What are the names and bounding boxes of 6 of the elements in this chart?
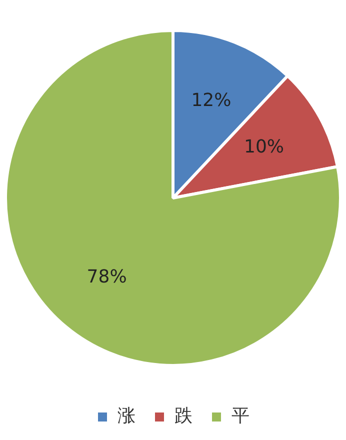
data-label: 78% [86, 266, 127, 288]
data-label: 12% [191, 90, 232, 112]
legend-label: 平 [232, 406, 250, 427]
data-label: 10% [244, 136, 284, 158]
legend-label: 涨 [118, 406, 136, 427]
legend-label: 跌 [174, 406, 192, 427]
